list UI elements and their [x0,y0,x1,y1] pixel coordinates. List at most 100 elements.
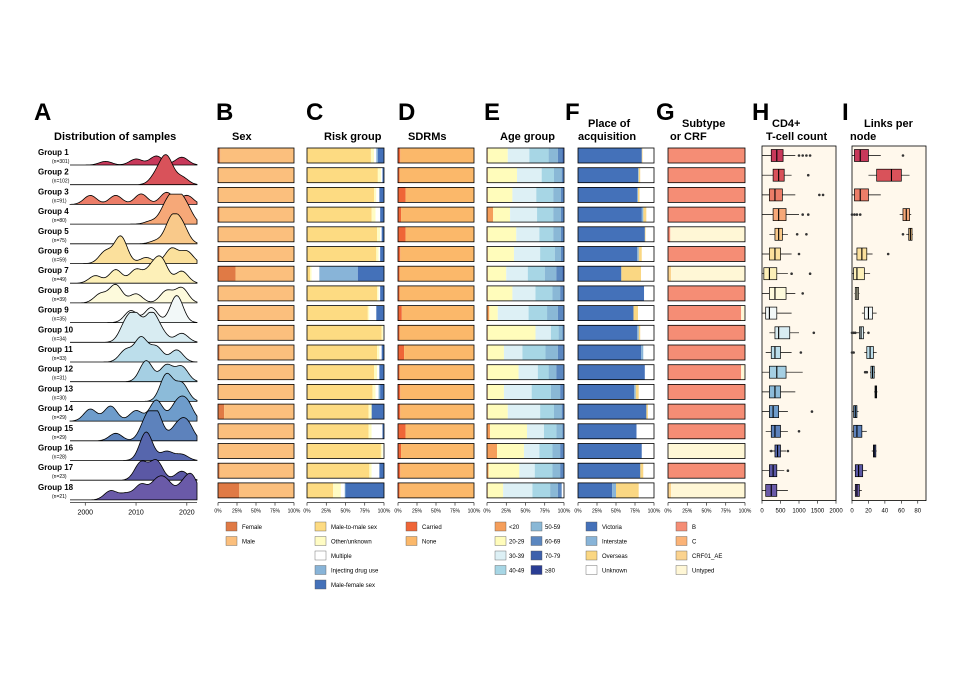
boxplot-outlier [867,331,870,335]
group-count: (n=91) [52,198,67,204]
panel-letter-e: E [484,99,500,126]
stacked-bar-segment [239,482,294,498]
stacked-bar-segment [398,266,400,282]
panel-title-a: Distribution of samples [54,131,176,143]
stacked-bar-outline [217,482,295,499]
stacked-bar-segment [371,404,384,420]
stacked-bar-segment [367,305,370,321]
stacked-bar-segment [578,345,642,360]
stacked-bar-outline [667,344,746,361]
ridge-density [70,311,198,343]
legend-label: Male [242,540,256,546]
stacked-bar-outline [486,482,565,499]
stacked-bar-segment [381,325,384,341]
stacked-bar-segment [637,325,639,341]
stacked-bar-segment [497,305,529,321]
stacked-bar-segment [741,305,745,321]
ridge-density [70,235,198,264]
stacked-bar-segment [375,384,379,400]
stacked-bar-segment [398,187,406,203]
stacked-bar-outline [217,364,295,381]
stacked-bar-segment [398,167,400,183]
stacked-bar-segment [578,187,638,203]
tick-label-box: 20 [865,509,872,515]
boxplot-box [769,287,787,300]
stacked-bar-segment [517,167,542,183]
stacked-bar-segment [398,325,400,341]
stacked-bar-segment [512,187,537,203]
stacked-bar-outline [486,265,565,282]
stacked-bar-segment [578,148,642,163]
stacked-bar-segment [557,148,563,163]
legend-label: 20-29 [509,540,525,546]
stacked-bar-segment [380,384,384,400]
stacked-bar-segment [547,305,558,321]
stacked-bar-segment [218,207,220,223]
stacked-bar-segment [668,266,672,282]
stacked-bar-segment [633,305,639,321]
stacked-bar-segment [487,266,507,282]
stacked-bar-segment [562,325,564,341]
boxplot-outlier [806,213,810,216]
legend-label: 30-39 [509,554,525,560]
stacked-bar-segment [553,207,561,223]
stacked-bar-segment [523,443,540,459]
stacked-bar-segment [333,482,341,498]
stacked-bar-segment [578,167,639,183]
stacked-bar-segment [490,423,528,439]
stacked-bar-segment [400,404,474,420]
stacked-bar-segment [307,226,378,242]
stacked-bar-segment [380,167,383,183]
stacked-bar-segment [373,148,377,163]
panel-title-f: Place of [588,118,631,130]
legend-label: Overseas [602,554,628,560]
boxplot-outlier [852,351,855,354]
group-count: (n=102) [52,179,70,185]
boxplot-box [772,208,787,221]
stacked-bar-segment [371,207,376,223]
stacked-bar-segment [218,266,236,282]
legend-label: Carried [422,525,442,531]
stacked-bar-segment [371,463,380,479]
group-label: Group 12 [38,365,74,374]
panel-title-i-line2: node [850,131,876,143]
stacked-bar-segment [642,148,654,163]
stacked-bar-segment [640,167,654,183]
stacked-bar-segment [398,285,400,301]
stacked-bar-segment [507,148,530,163]
stacked-bar-segment [370,148,374,163]
stacked-bar-outline [217,186,295,203]
stacked-bar-segment [560,384,564,400]
stacked-bar-outline [397,167,475,184]
stacked-bar-outline [306,482,385,499]
stacked-bar-segment [218,404,225,420]
stacked-bar-segment [307,207,372,223]
tick-label-pct: 100% [468,509,481,515]
stacked-bar-outline [577,324,655,341]
stacked-bar-segment [218,482,240,498]
stacked-bar-outline [486,462,565,479]
stacked-bar-segment [553,404,562,420]
panel-title-d: SDRMs [408,131,447,143]
stacked-bar-segment [522,345,546,360]
stacked-bar-outline [486,246,565,262]
stacked-bar-segment [380,443,383,459]
tick-label-pct: 50% [431,509,442,515]
tick-label-pct: 75% [270,509,281,515]
stacked-bar-segment [668,148,745,163]
tick-label-pct: 100% [648,509,661,515]
stacked-bar-outline [306,423,385,440]
stacked-bar-outline [667,265,746,282]
boxplot-box [876,168,902,182]
stacked-bar-segment [400,463,474,479]
stacked-bar-segment [377,345,380,360]
stacked-bar-segment [560,246,564,262]
stacked-bar-outline [667,305,746,322]
group-label: Group 4 [38,207,69,216]
group-count: (n=29) [52,435,67,441]
stacked-bar-outline [667,226,746,243]
stacked-bar-segment [668,384,745,400]
panel-letter-g: G [656,99,675,126]
stacked-bar-outline [306,167,385,184]
boxplot-outlier [821,193,825,197]
